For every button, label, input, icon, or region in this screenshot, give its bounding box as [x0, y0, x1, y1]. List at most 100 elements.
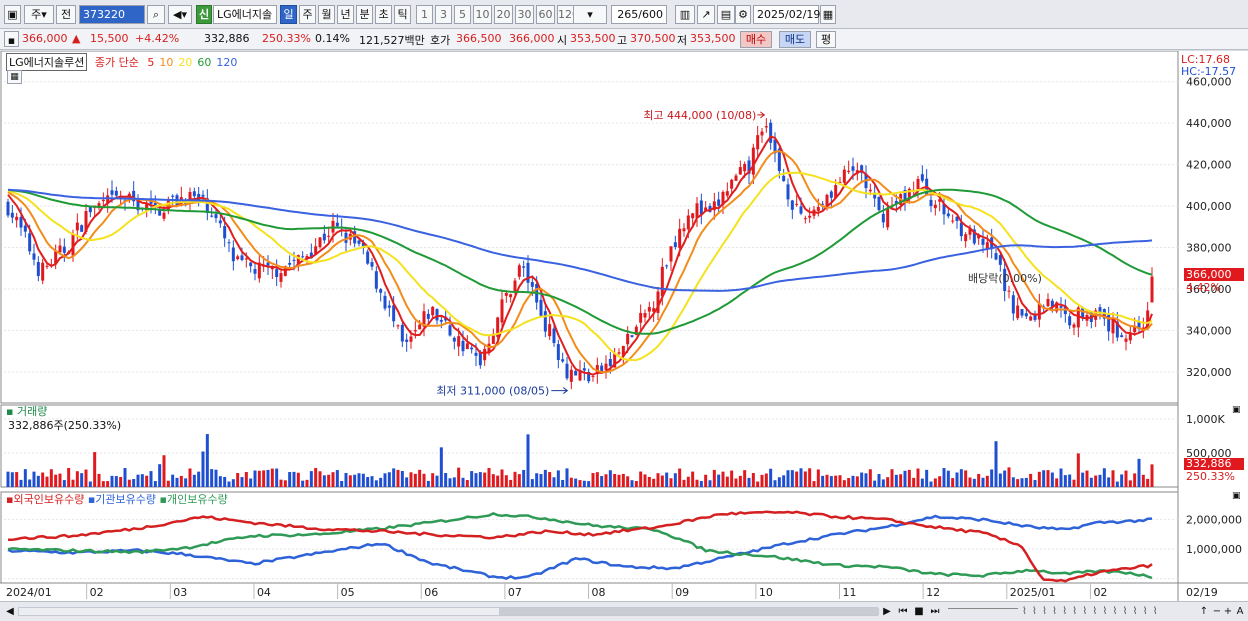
volume-bar-207 [903, 470, 907, 487]
volume-bar-63 [279, 479, 283, 487]
interval-button-5[interactable]: 30 [515, 5, 534, 24]
save-icon[interactable]: ▤ [717, 5, 735, 24]
draw-tool-icon[interactable]: ↗ [697, 5, 715, 24]
chart-area[interactable]: 460,000 440,000 420,000 400,000 380,000 360,0… [0, 51, 1248, 601]
candle-body-119 [522, 266, 526, 268]
candle-body-83 [366, 251, 370, 264]
stock-name-legend[interactable]: LG에너지솔루션 [6, 53, 88, 71]
candle-body-213 [929, 199, 933, 207]
candle-body-243 [1059, 306, 1063, 308]
volume-bar-104 [457, 467, 461, 487]
drawing-tools-icon[interactable]: ⌇ ⌇ ⌇ ⌇ ⌇ ⌇ ⌇ ⌇ ⌇ ⌇ ⌇ ⌇ ⌇ ⌇ [1022, 606, 1159, 617]
price-info-bar: ▪ 366,000 ▲ 15,500 +4.42% 332,886 250.33… [0, 29, 1248, 50]
interval-button-1[interactable]: 3 [435, 5, 452, 24]
scroll-thumb[interactable] [499, 608, 879, 615]
candle-body-99 [435, 309, 439, 321]
volume-bar-243 [1059, 468, 1063, 487]
period-tab-5[interactable]: 초 [375, 5, 392, 24]
zoom-in-icon[interactable]: + [1223, 606, 1233, 617]
date-field[interactable]: 2025/02/19 [753, 5, 820, 24]
chart-scrollbar[interactable]: ◀ ▶ ⏮ ■ ⏭ ⌇ ⌇ ⌇ ⌇ ⌇ ⌇ ⌇ ⌇ ⌇ ⌇ ⌇ ⌇ ⌇ ⌇ ↑ … [0, 601, 1248, 621]
arrow-up-icon[interactable]: ↑ [1199, 606, 1209, 617]
volume-bar-59 [262, 470, 266, 487]
volume-bar-222 [968, 477, 972, 487]
buy-button[interactable]: 매수 [740, 31, 772, 48]
candle-body-58 [257, 262, 261, 279]
volume-bar-118 [517, 474, 521, 487]
candle-body-175 [764, 126, 768, 128]
price-type-button[interactable]: 전 [56, 5, 76, 24]
period-tab-0[interactable]: 일 [280, 5, 297, 24]
settings-icon[interactable]: ⚙ [735, 5, 751, 24]
candle-body-226 [985, 242, 989, 249]
volume-bar-137 [600, 476, 604, 487]
stop-icon[interactable]: ■ [914, 606, 924, 617]
font-size-icon[interactable]: A [1236, 606, 1244, 617]
calendar-icon[interactable]: ▦ [820, 5, 836, 24]
candle-body-108 [474, 352, 478, 356]
period-tab-3[interactable]: 년 [337, 5, 354, 24]
candle-body-29 [132, 190, 136, 202]
interval-dropdown[interactable]: ▾ [573, 5, 607, 24]
candle-body-30 [136, 199, 140, 211]
scroll-track[interactable] [18, 607, 879, 616]
flat-button[interactable]: 평 [816, 31, 836, 48]
interval-button-3[interactable]: 10 [473, 5, 492, 24]
volume-bar-31 [140, 474, 144, 487]
calculator-icon[interactable]: ▦ [7, 70, 22, 84]
volume-bar-167 [730, 470, 734, 487]
volume-bar-96 [422, 473, 426, 487]
volume-legend-value: 332,886주(250.33%) [8, 419, 122, 432]
candle-body-135 [591, 375, 595, 377]
candle-body-1 [10, 212, 14, 218]
interval-button-4[interactable]: 20 [494, 5, 513, 24]
volume-bar-251 [1094, 475, 1098, 487]
zoom-slider[interactable] [948, 608, 1018, 616]
window-icon[interactable]: ▣ [4, 5, 21, 24]
lowest-label: 최저 311,000 (08/05) [436, 385, 549, 398]
candle-body-176 [769, 122, 773, 143]
holdings-panel-close-icon[interactable]: ▣ [1232, 491, 1241, 501]
interval-button-6[interactable]: 60 [536, 5, 555, 24]
search-icon[interactable]: ⌕ [147, 5, 165, 24]
volume-bar-195 [851, 475, 855, 487]
candle-body-72 [318, 237, 322, 248]
volume-bar-139 [608, 470, 612, 487]
last-page-icon[interactable]: ⏭ [930, 606, 940, 617]
volume-bar-180 [786, 470, 790, 487]
period-tab-6[interactable]: 틱 [394, 5, 411, 24]
volume-panel-close-icon[interactable]: ▣ [1232, 405, 1241, 415]
sound-icon[interactable]: ◀▾ [168, 5, 192, 24]
indicator-icon[interactable]: ▥ [675, 5, 695, 24]
stock-chart[interactable]: 460,000 440,000 420,000 400,000 380,000 360,0… [0, 51, 1248, 601]
volume-bar-250 [1089, 477, 1093, 487]
info-toggle-icon[interactable]: ▪ [4, 31, 19, 47]
candle-count-field[interactable]: 265/600 [611, 5, 667, 24]
period-tab-2[interactable]: 월 [318, 5, 335, 24]
price-legend: LG에너지솔루션 종가 단순 5 10 20 60 120 [6, 53, 237, 71]
interval-button-2[interactable]: 5 [454, 5, 471, 24]
first-page-icon[interactable]: ⏮ [898, 606, 908, 617]
stock-name-field[interactable]: LG에너지솔 [213, 5, 277, 24]
item-type-select[interactable]: 주▾ [24, 5, 54, 24]
period-tab-4[interactable]: 분 [356, 5, 373, 24]
candle-body-3 [19, 217, 23, 228]
candle-body-68 [301, 256, 305, 258]
interval-button-0[interactable]: 1 [416, 5, 433, 24]
scroll-right-icon[interactable]: ▶ [883, 606, 891, 617]
stock-code-input[interactable]: 373220 [79, 5, 145, 24]
candle-body-195 [851, 166, 855, 171]
foreign-legend: ▪외국인보유수량 [6, 493, 85, 506]
period-tab-1[interactable]: 주 [299, 5, 316, 24]
volume-bar-248 [1081, 472, 1085, 487]
volume-bar-133 [582, 480, 586, 487]
scroll-left-icon[interactable]: ◀ [6, 606, 14, 617]
sell-button[interactable]: 매도 [779, 31, 811, 48]
volume-bar-93 [409, 472, 413, 487]
volume-bar-19 [88, 481, 92, 487]
volume-bar-73 [322, 475, 326, 487]
candle-body-88 [387, 305, 391, 308]
candle-body-93 [409, 336, 413, 342]
volume-bar-85 [374, 480, 378, 487]
zoom-out-icon[interactable]: − [1212, 606, 1222, 617]
